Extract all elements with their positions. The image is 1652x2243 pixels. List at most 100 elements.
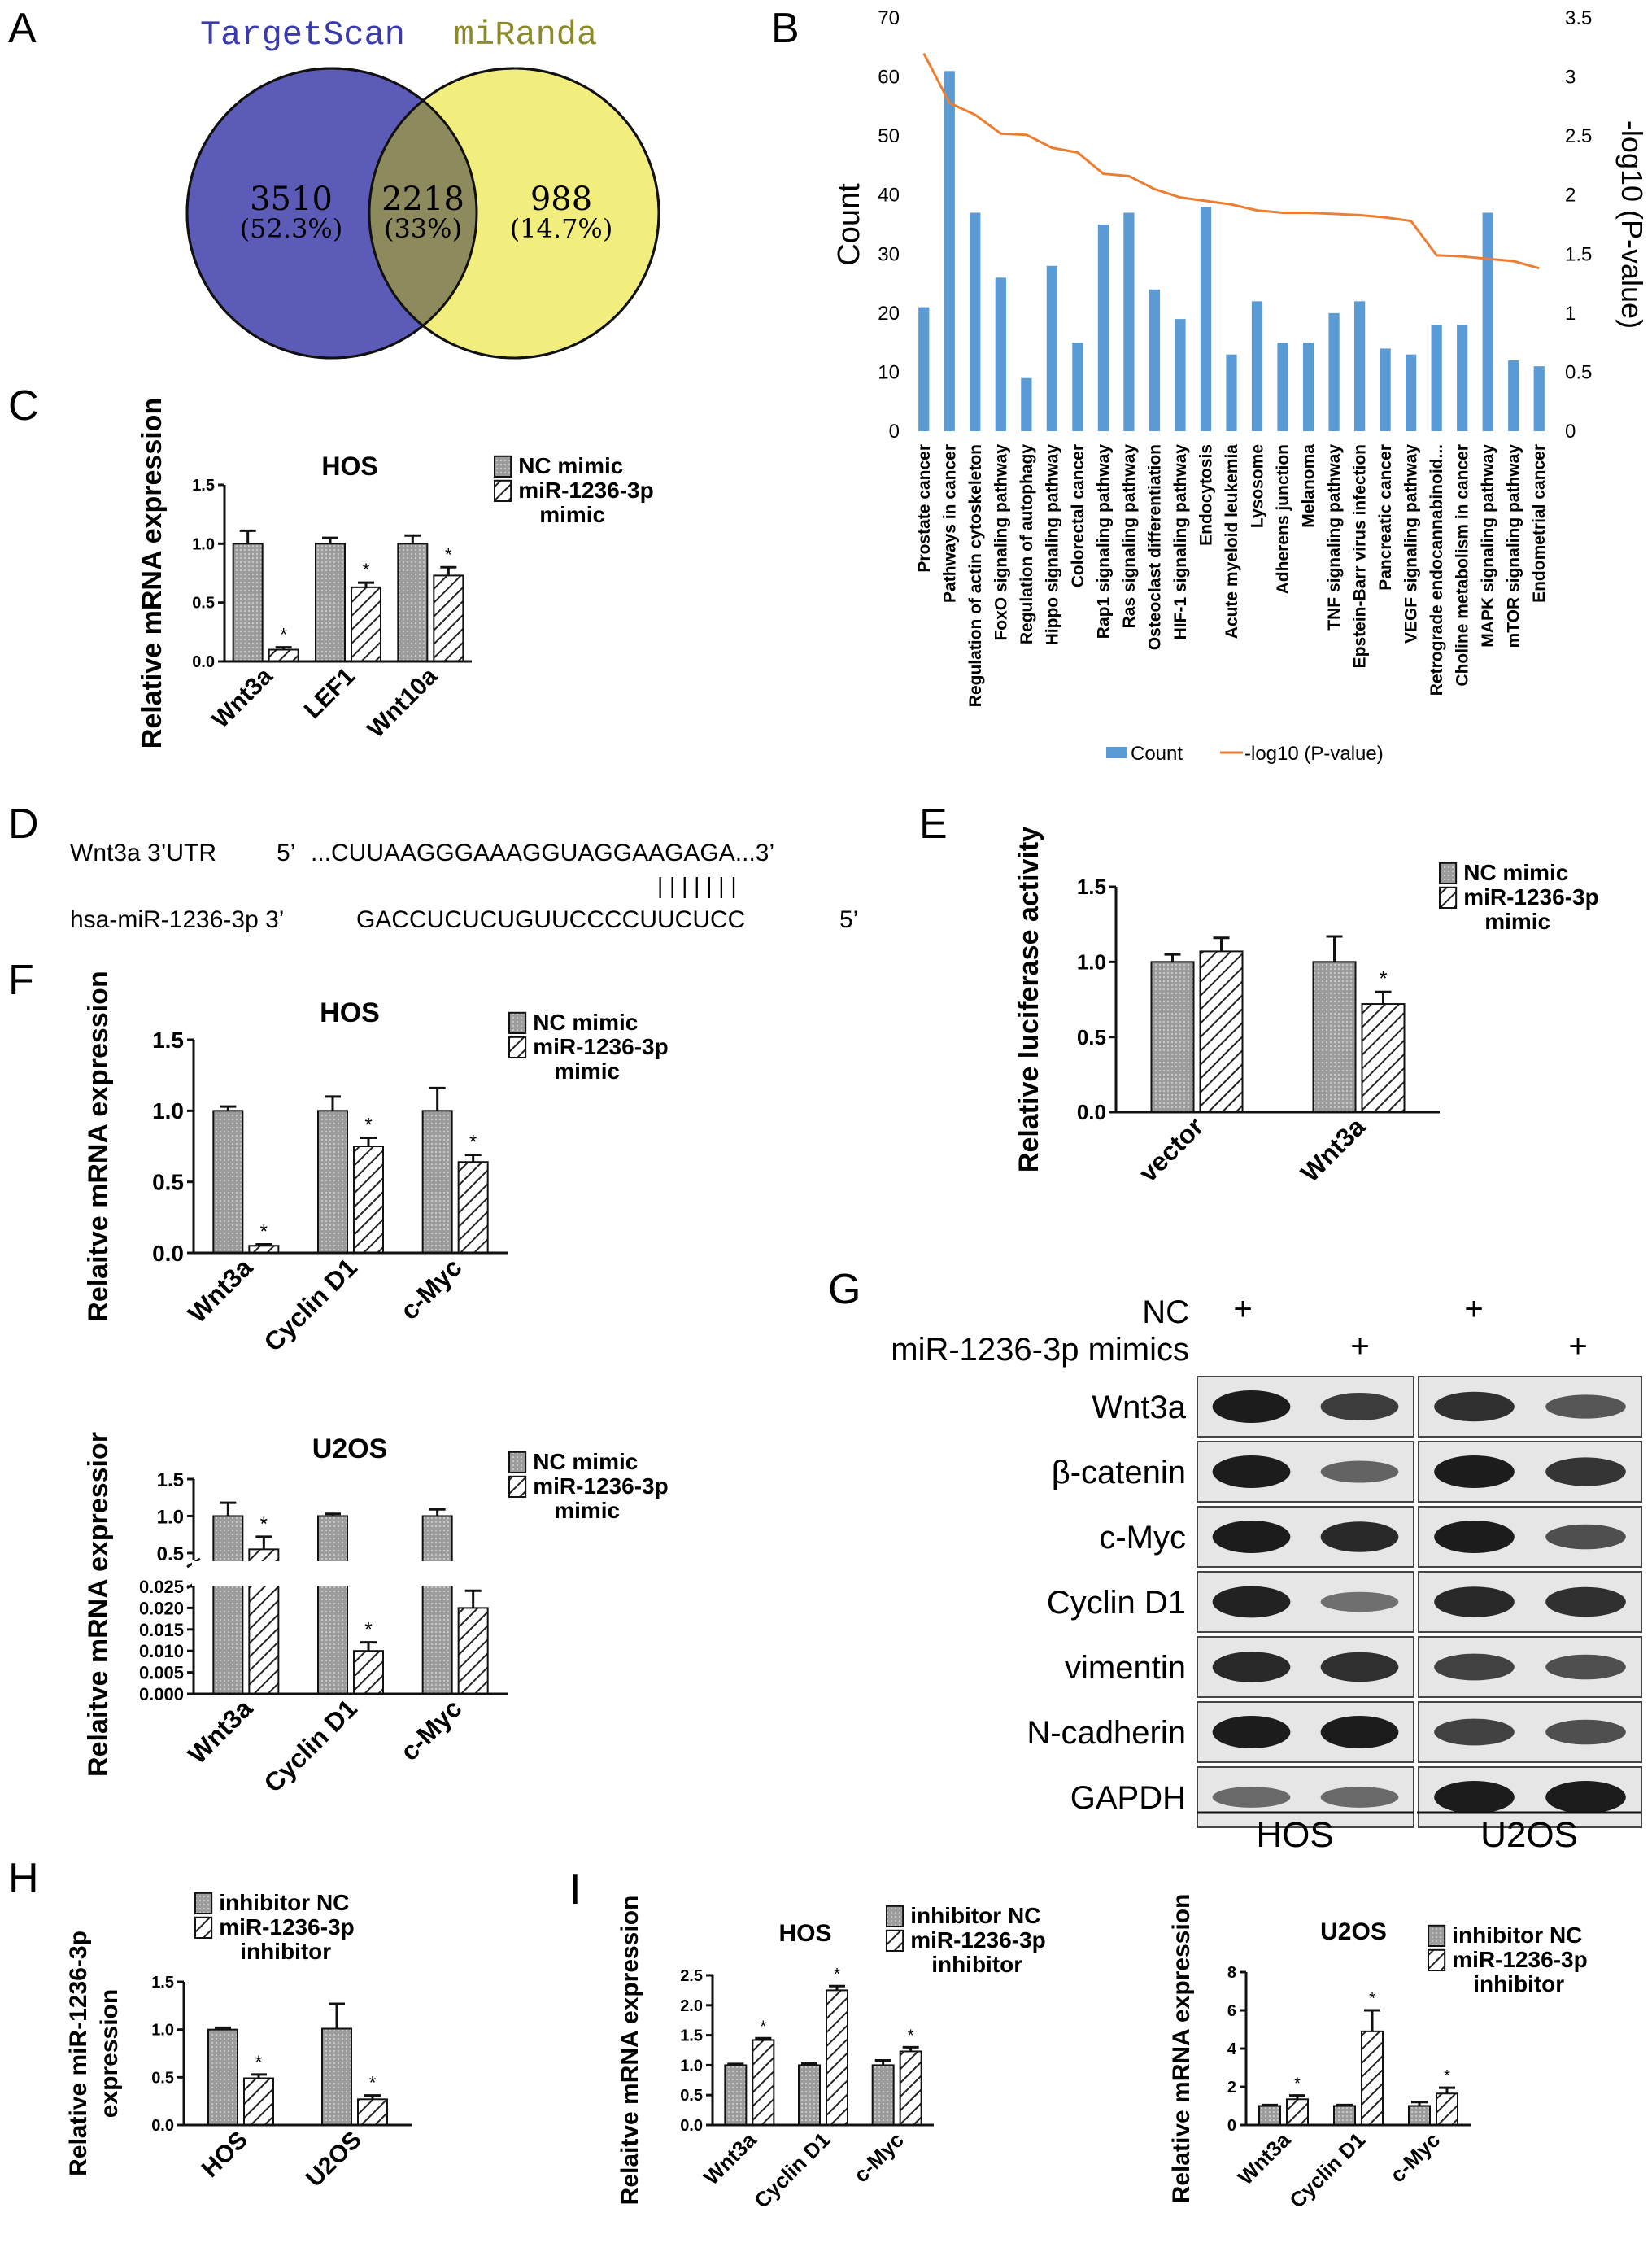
x-tick-label: Wnt3a xyxy=(1233,2127,1296,2190)
x-tick-label: Pathways in cancer xyxy=(940,444,959,603)
venn-overlap xyxy=(369,68,477,358)
x-tick-label: Adherens junction xyxy=(1274,444,1292,594)
bar xyxy=(1436,2092,1458,2127)
significance-star: * xyxy=(260,1513,268,1535)
y-right-tick-label: 3.5 xyxy=(1565,7,1592,29)
bar xyxy=(268,648,299,662)
x-tick-label: c-Myc xyxy=(849,2127,909,2187)
bar xyxy=(212,1110,244,1255)
legend-label: NC mimic xyxy=(533,1449,638,1474)
significance-star: * xyxy=(1379,966,1387,990)
bar xyxy=(1277,343,1288,431)
x-tick-label: Wnt3a xyxy=(207,662,278,733)
wb-band xyxy=(1212,1586,1291,1618)
wb-row-label: Cyclin D1 xyxy=(1047,1585,1186,1621)
significance-star: * xyxy=(369,2073,377,2093)
y-right-tick-label: 1 xyxy=(1565,303,1576,325)
y-tick-label: 4 xyxy=(1227,2040,1237,2058)
bar xyxy=(1123,212,1135,431)
wb-band xyxy=(1434,1653,1515,1681)
bar xyxy=(1361,2030,1384,2127)
panel-label-b: B xyxy=(771,5,800,52)
legend-label: mimic xyxy=(539,502,605,527)
bar xyxy=(212,1515,244,1695)
y-tick-label: 2 xyxy=(1227,2079,1236,2097)
x-tick-label: Wnt3a xyxy=(182,1693,258,1769)
wb-plus: + xyxy=(1568,1329,1587,1364)
sequence-alignment: Wnt3a 3’UTR 5’ ...CUUAAGGGAAAGGUAGGAAGAG… xyxy=(70,840,858,933)
x-tick-label: Cyclin D1 xyxy=(258,1252,363,1357)
wb-band xyxy=(1434,1781,1515,1813)
x-tick-label: Rap1 signaling pathway xyxy=(1094,444,1113,639)
venn-diagram: TargetScan miRanda 3510 (52.3%) 2218 (33… xyxy=(185,15,660,360)
legend-label: NC mimic xyxy=(518,453,623,478)
bar xyxy=(1302,343,1314,431)
wb-band xyxy=(1320,1716,1399,1748)
y-tick-label: 0.5 xyxy=(151,2069,174,2087)
seq-pairs: | | | | | | | xyxy=(657,873,737,898)
legend-label: -log10 (P-value) xyxy=(1244,743,1384,765)
y-tick-label: 0.0 xyxy=(1077,1100,1106,1124)
x-tick-label: Pancreatic cancer xyxy=(1376,444,1395,591)
wb-band xyxy=(1212,1716,1291,1748)
legend-label: mimic xyxy=(1484,909,1550,934)
y-tick-label: 0.5 xyxy=(157,1543,184,1565)
bar xyxy=(798,2064,821,2126)
y-tick-label: 2.5 xyxy=(680,1967,703,1985)
bar xyxy=(315,543,346,662)
bar xyxy=(232,543,264,662)
y-tick-label: 1.5 xyxy=(151,1974,174,1992)
x-tick-label: c-Myc xyxy=(394,1252,468,1325)
legend-label: inhibitor xyxy=(931,1952,1022,1977)
y-axis-label: Relaitve mRNA expression xyxy=(83,971,114,1321)
legend-swatch xyxy=(494,455,512,478)
bar xyxy=(321,2027,352,2127)
chart-e-luciferase: 0.0 0.5 1.0 1.5 Relative luciferase activity… xyxy=(1013,827,1599,1188)
bar xyxy=(944,71,955,432)
significance-star: * xyxy=(364,1619,372,1641)
legend-swatch xyxy=(494,479,512,502)
chart-c-hos: 0.0 0.5 1.0 1.5 Relative mRNA expression HOS *… xyxy=(137,398,654,748)
bar xyxy=(995,277,1006,431)
bar xyxy=(1380,348,1391,431)
wb-row-label: GAPDH xyxy=(1070,1780,1186,1816)
venn-mid-count: 2218 xyxy=(381,181,464,218)
y-tick-label: 0.5 xyxy=(152,1169,184,1194)
y-tick-label: 1.0 xyxy=(1077,949,1106,974)
bar xyxy=(1508,360,1519,431)
bar xyxy=(1408,2105,1431,2126)
legend-label: NC mimic xyxy=(533,1010,638,1035)
y-tick-label: 60 xyxy=(878,67,900,89)
y-right-tick-label: 2.5 xyxy=(1565,125,1592,147)
y-tick-label: 8 xyxy=(1227,1964,1236,1982)
chart-b-kegg: 0 10 20 30 40 50 60 70 0 0.5 1 1.5 2 2.5 3 3.5 Count -log… xyxy=(832,7,1649,765)
wb-band xyxy=(1320,1652,1399,1682)
bar xyxy=(1533,366,1545,431)
significance-star: * xyxy=(908,2027,914,2044)
wb-band xyxy=(1320,1460,1399,1483)
wb-plus: + xyxy=(1233,1291,1252,1327)
bar xyxy=(752,2039,775,2127)
bar xyxy=(1149,289,1161,431)
wb-band xyxy=(1320,1392,1399,1421)
chart-title: HOS xyxy=(778,1920,831,1947)
chart-title: HOS xyxy=(321,452,377,481)
x-tick-label: Lysosome xyxy=(1249,444,1267,528)
y-right-tick-label: 1.5 xyxy=(1565,243,1592,265)
x-tick-label: Cyclin D1 xyxy=(258,1693,363,1798)
bar xyxy=(243,2077,274,2126)
y-axis-label: Relative mRNA expression xyxy=(1168,1894,1195,2204)
y-right-axis-label: -log10 (P-value) xyxy=(1615,120,1649,329)
bar xyxy=(357,2098,388,2127)
y-tick-label: 0.5 xyxy=(192,595,215,613)
bar xyxy=(1226,354,1237,431)
y-tick-label: 0.0 xyxy=(192,653,215,671)
bar xyxy=(421,1110,453,1255)
x-tick-label: FoxO signaling pathway xyxy=(992,444,1010,641)
axis-gap xyxy=(192,1561,509,1586)
x-tick-label: Regulation of autophagy xyxy=(1018,444,1036,644)
wb-plus: + xyxy=(1464,1291,1483,1327)
wb-band xyxy=(1434,1455,1515,1488)
y-tick-label: 30 xyxy=(878,243,900,265)
legend-swatch xyxy=(886,1905,904,1928)
